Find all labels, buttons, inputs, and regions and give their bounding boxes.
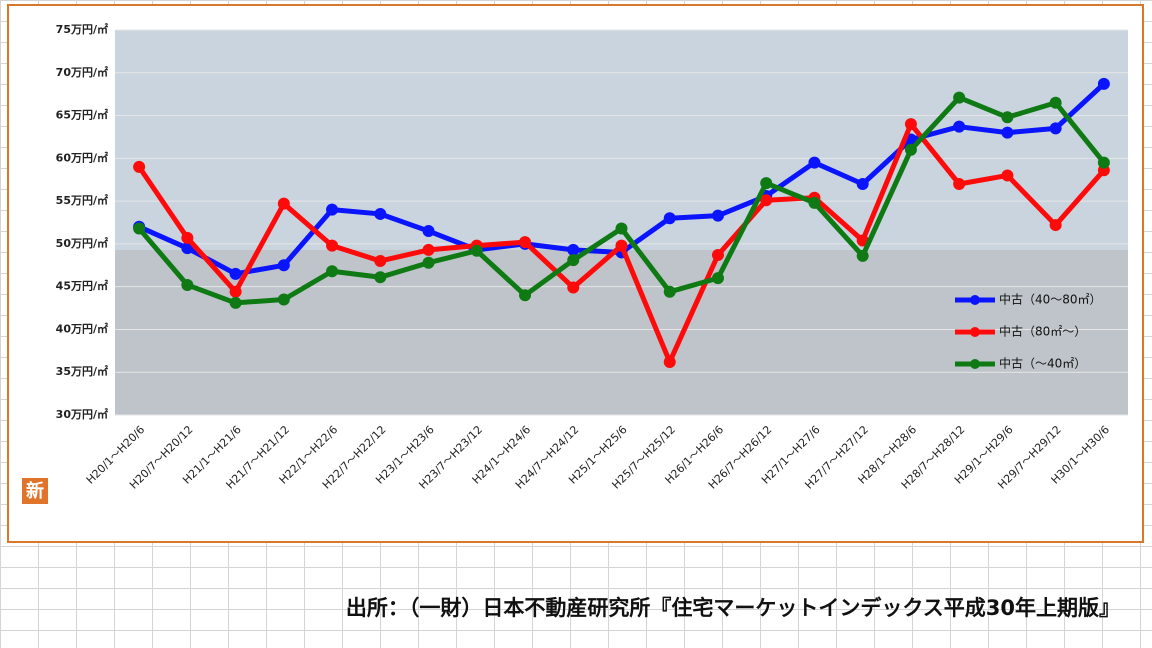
source: 出所：（一財）日本不動産研究所『住宅マーケットインデックス平成30年上期版』: [346, 596, 1120, 620]
data-point: [711, 272, 724, 285]
y-tick-label: 60万円/㎡: [56, 150, 108, 164]
badge: 新: [26, 480, 44, 502]
data-point: [856, 249, 869, 262]
data-point: [1001, 169, 1014, 182]
y-tick-label: 30万円/㎡: [56, 407, 108, 421]
data-point: [277, 293, 290, 306]
y-tick-label: 65万円/㎡: [56, 108, 108, 122]
legend-marker: [970, 327, 980, 337]
badge-box: [22, 478, 48, 504]
data-point: [953, 178, 966, 190]
data-point: [1049, 122, 1062, 135]
data-point: [760, 177, 773, 190]
legend-label: 中古（40～80㎡）: [999, 292, 1102, 307]
data-point: [470, 244, 483, 257]
data-point: [760, 194, 773, 207]
data-point: [326, 265, 339, 278]
data-point: [808, 156, 821, 169]
data-point: [181, 231, 194, 244]
data-point: [374, 207, 387, 220]
data-point: [374, 271, 387, 284]
data-point: [1049, 96, 1062, 109]
data-point: [808, 196, 821, 209]
data-point: [663, 285, 676, 298]
data-point: [953, 120, 966, 133]
data-point: [1097, 156, 1110, 169]
data-point: [181, 242, 194, 255]
data-point: [277, 259, 290, 272]
data-point: [663, 212, 676, 225]
data-point: [904, 118, 917, 131]
legend-marker: [970, 359, 980, 369]
data-point: [422, 256, 435, 269]
data-point: [277, 197, 290, 210]
data-point: [326, 239, 339, 252]
data-point: [1097, 77, 1110, 90]
data-point: [856, 178, 869, 190]
data-point: [1049, 219, 1062, 232]
legend-marker: [970, 295, 980, 305]
data-point: [326, 203, 339, 216]
y-tick-label: 75万円/㎡: [56, 22, 108, 36]
data-point: [229, 267, 242, 280]
data-point: [711, 209, 724, 222]
data-point: [904, 143, 917, 156]
data-point: [567, 243, 580, 256]
y-tick-label: 70万円/㎡: [56, 65, 108, 79]
data-point: [711, 249, 724, 262]
data-point: [422, 225, 435, 238]
data-point: [953, 91, 966, 104]
data-point: [422, 243, 435, 256]
y-tick-label: 50万円/㎡: [56, 236, 108, 250]
plot: 30万円/㎡ 35万円/㎡ 40万円/㎡ 45万円/㎡ 50万円/㎡ 55万円/㎡ 60万円…: [56, 22, 1128, 492]
data-point: [567, 254, 580, 267]
data-point: [519, 289, 532, 302]
data-point: [567, 281, 580, 294]
legend-label: 中古（80㎡～）: [999, 324, 1086, 339]
data-point: [229, 296, 242, 309]
data-point: [519, 236, 532, 249]
data-point: [615, 222, 628, 235]
data-point: [181, 278, 194, 291]
data-point: [1001, 111, 1014, 124]
y-tick-label: 55万円/㎡: [56, 193, 108, 207]
data-point: [133, 160, 146, 173]
data-point: [229, 285, 242, 298]
legend-label: 中古（～40㎡）: [999, 356, 1086, 371]
data-point: [663, 355, 676, 368]
y-tick-label: 35万円/㎡: [56, 364, 108, 378]
data-point: [374, 255, 387, 267]
data-point: [615, 239, 628, 252]
y-tick-label: 45万円/㎡: [56, 279, 108, 293]
y-tick-label: 40万円/㎡: [56, 321, 108, 335]
data-point: [133, 222, 146, 235]
data-point: [1001, 126, 1014, 139]
